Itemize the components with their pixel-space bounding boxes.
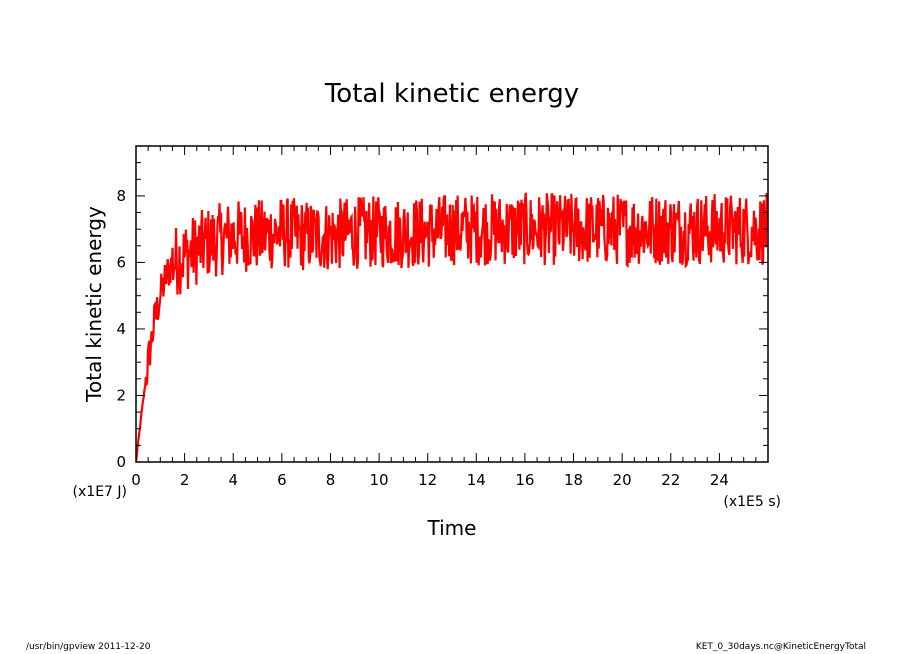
x-tick-label: 24	[710, 471, 729, 489]
x-tick-label: 16	[515, 471, 534, 489]
chart-title: Total kinetic energy	[324, 79, 579, 109]
y-tick-label: 0	[116, 453, 126, 471]
axis-ticks	[135, 145, 769, 463]
y-tick-label: 6	[116, 253, 126, 271]
x-tick-label: 12	[418, 471, 437, 489]
y-tick-label: 4	[116, 320, 126, 338]
y-unit-label: (x1E7 J)	[73, 484, 127, 500]
y-axis-label: Total kinetic energy	[82, 206, 106, 403]
x-tick-label: 6	[277, 471, 287, 489]
x-tick-label: 4	[228, 471, 238, 489]
x-tick-label: 14	[467, 471, 486, 489]
x-tick-label: 22	[661, 471, 680, 489]
x-tick-label: 8	[326, 471, 336, 489]
y-tick-label: 8	[116, 187, 126, 205]
x-tick-label: 20	[613, 471, 632, 489]
x-tick-label: 0	[131, 471, 141, 489]
plot-frame	[135, 145, 769, 463]
x-tick-label: 18	[564, 471, 583, 489]
x-unit-label: (x1E5 s)	[723, 494, 781, 510]
footer-right: KET_0_30days.nc@KineticEnergyTotal	[695, 642, 866, 652]
y-tick-label: 2	[116, 386, 126, 404]
x-tick-label: 10	[370, 471, 389, 489]
x-axis-label: Time	[427, 516, 477, 540]
x-tick-label: 2	[180, 471, 190, 489]
series-line	[136, 192, 768, 462]
footer-left: /usr/bin/gpview 2011-12-20	[26, 642, 151, 652]
